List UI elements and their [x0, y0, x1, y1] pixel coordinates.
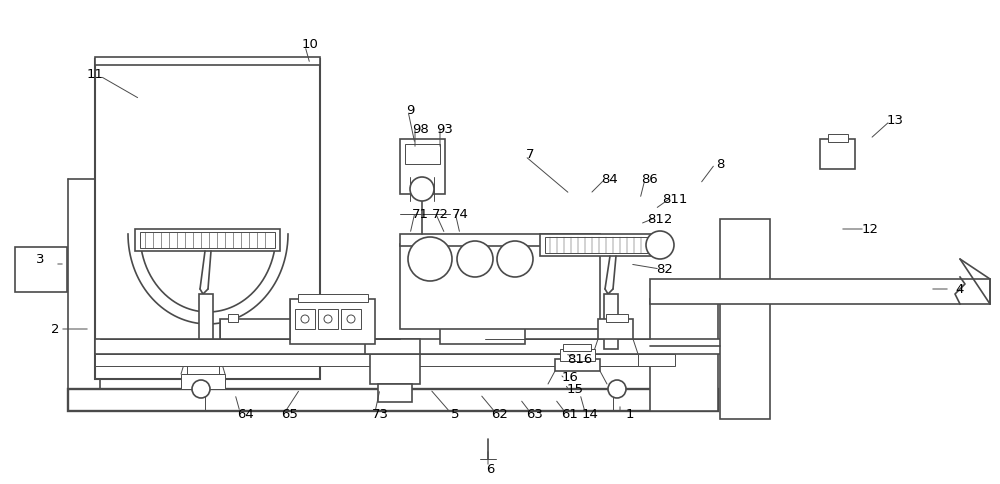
Bar [563, 344, 591, 351]
Text: 72: 72 [432, 208, 449, 221]
Text: 84: 84 [602, 173, 618, 186]
Text: 98: 98 [412, 123, 428, 136]
Text: 816: 816 [567, 353, 593, 366]
Bar [140, 232, 275, 248]
Bar [545, 238, 660, 254]
Bar [290, 300, 375, 344]
Text: 2: 2 [51, 323, 59, 336]
Circle shape [301, 316, 309, 323]
Bar [365, 339, 420, 354]
Text: 74: 74 [452, 208, 468, 221]
Bar [828, 135, 848, 143]
Text: 10: 10 [302, 38, 318, 51]
Bar [135, 229, 280, 252]
Text: 9: 9 [406, 103, 414, 116]
Bar [540, 235, 665, 257]
Text: 93: 93 [437, 123, 453, 136]
Text: 5: 5 [451, 408, 459, 421]
Bar [95, 58, 320, 66]
Bar [820, 140, 855, 170]
Text: 82: 82 [657, 263, 673, 276]
Text: 14: 14 [582, 408, 598, 421]
Text: 812: 812 [647, 213, 673, 226]
Bar [199, 294, 213, 354]
Bar [95, 60, 320, 379]
Bar [650, 300, 718, 411]
Text: 64: 64 [237, 408, 253, 421]
Bar [720, 220, 770, 419]
Text: 11: 11 [87, 68, 104, 81]
Text: 15: 15 [566, 383, 584, 396]
Bar [228, 314, 238, 322]
Bar [318, 309, 338, 329]
Bar [405, 145, 440, 165]
Bar [606, 314, 628, 322]
Bar [68, 389, 718, 411]
Text: 13: 13 [887, 113, 904, 126]
Bar [15, 247, 67, 292]
Circle shape [457, 242, 493, 277]
Text: 1: 1 [626, 408, 634, 421]
Text: 65: 65 [282, 408, 298, 421]
Text: 63: 63 [527, 408, 543, 421]
Text: 7: 7 [526, 148, 534, 161]
Text: 6: 6 [486, 463, 494, 475]
Text: 8: 8 [716, 158, 724, 171]
Bar [341, 309, 361, 329]
Bar [555, 359, 600, 371]
Bar [220, 319, 290, 339]
Circle shape [497, 242, 533, 277]
Text: 4: 4 [956, 283, 964, 296]
Bar [378, 384, 412, 402]
Bar [560, 349, 595, 361]
Bar [187, 354, 219, 374]
Bar [400, 140, 445, 195]
Text: 16: 16 [562, 371, 578, 384]
Bar [598, 319, 633, 339]
Bar [370, 354, 420, 384]
Circle shape [324, 316, 332, 323]
Bar [400, 235, 600, 246]
Text: 86: 86 [642, 173, 658, 186]
Bar [604, 294, 618, 349]
Bar [593, 354, 638, 366]
Circle shape [410, 178, 434, 201]
Text: 12: 12 [862, 223, 879, 236]
Bar [95, 339, 725, 354]
Bar [181, 374, 225, 389]
Bar [448, 294, 518, 302]
Bar [440, 300, 525, 344]
Bar [295, 309, 315, 329]
Bar [298, 294, 368, 302]
Text: 73: 73 [372, 408, 389, 421]
Text: 61: 61 [562, 408, 578, 421]
Bar [400, 244, 600, 329]
Circle shape [192, 380, 210, 398]
Text: 811: 811 [662, 193, 688, 206]
Text: 3: 3 [36, 253, 44, 266]
Text: 71: 71 [412, 208, 429, 221]
Bar [650, 279, 990, 304]
Text: 62: 62 [492, 408, 508, 421]
Circle shape [646, 231, 674, 259]
Circle shape [408, 238, 452, 281]
Circle shape [608, 380, 626, 398]
Bar [95, 354, 675, 366]
Circle shape [347, 316, 355, 323]
